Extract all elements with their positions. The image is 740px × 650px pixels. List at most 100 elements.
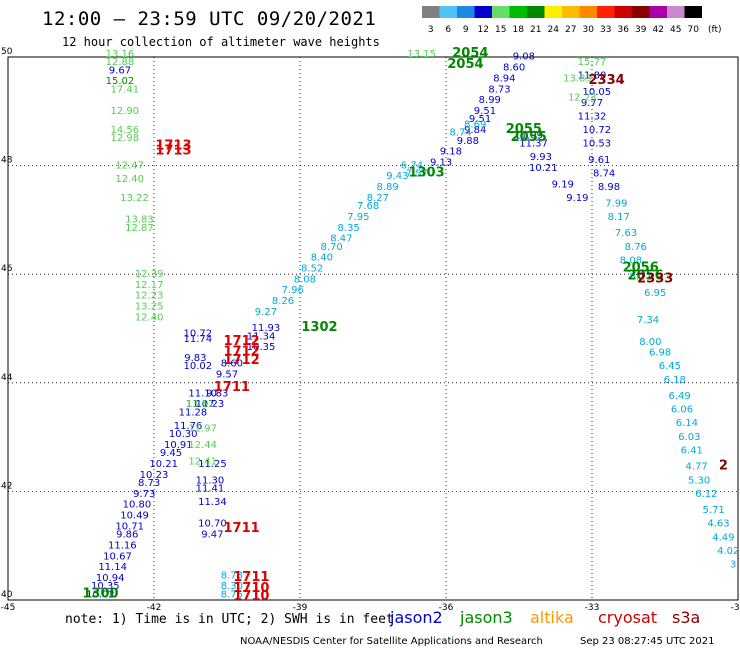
pass-id-label: 1713 [155, 138, 191, 153]
wave-height-label: 8.60 [221, 359, 243, 370]
wave-height-label: 8.47 [330, 234, 352, 245]
pass-id-label: 1300 [82, 586, 118, 601]
pass-id-label: 1712 [224, 353, 260, 368]
legend-s3a: s3a [672, 608, 701, 627]
colorbar-swatch [422, 6, 440, 18]
x-tick-label: -36 [439, 603, 454, 613]
series-jason2: 10.0210.3510.9411.1410.6711.169.8610.711… [86, 52, 620, 601]
wave-height-label: 9.45 [160, 448, 182, 459]
colorbar-label: 18 [513, 25, 525, 35]
y-tick-label: 42 [1, 481, 12, 491]
wave-height-label: 9.27 [255, 307, 277, 318]
wave-height-label: 11.37 [519, 139, 548, 150]
map-title: 12:00 – 23:59 UTC 09/20/2021 [42, 8, 377, 30]
wave-height-label: 3 [730, 559, 736, 570]
pass-id-label: 1713 [155, 144, 191, 159]
colorbar-label: 12 [478, 25, 489, 35]
colorbar-swatch [562, 6, 580, 18]
colorbar-label: 21 [530, 25, 541, 35]
wave-height-label: 10.21 [529, 163, 558, 174]
wave-height-label: 11.76 [174, 421, 203, 432]
colorbar-label: 6 [445, 25, 451, 35]
wave-height-label: 6.18 [664, 375, 686, 386]
map-frame [7, 56, 739, 601]
pass-id-label: 2333 [637, 271, 673, 286]
colorbar-swatch [439, 6, 457, 18]
series-s3a: 2334 2333 2 [589, 73, 728, 474]
wave-height-label: 6.74 [401, 160, 423, 171]
y-tick-label: 46 [1, 264, 13, 274]
wave-height-label: 12.87 [125, 223, 154, 234]
wave-height-label: 9.51 [474, 106, 496, 117]
legend-altika: altika [530, 608, 574, 627]
map-subtitle: 12 hour collection of altimeter wave hei… [62, 35, 380, 49]
wave-height-label: 12.17 [135, 280, 164, 291]
colorbar-label: 70 [688, 25, 700, 35]
wave-height-label: 14.56 [110, 125, 139, 136]
wave-height-label: 17.41 [110, 84, 139, 95]
wave-height-label: 10.67 [103, 551, 132, 562]
wave-height-label: 8.94 [493, 73, 515, 84]
colorbar-swatch [474, 6, 492, 18]
wave-height-label: 13.83 [563, 73, 592, 84]
wave-height-label: 11.07 [186, 399, 215, 410]
wave-height-label: 9.84 [464, 125, 486, 136]
wave-height-label: 7.63 [615, 228, 637, 239]
wave-height-label: 7.96 [282, 285, 304, 296]
pass-id-label: 2056 [627, 269, 663, 284]
wave-height-label: 10.53 [583, 139, 612, 150]
y-tick-label: 40 [1, 590, 13, 600]
wave-height-label: 10.71 [115, 521, 144, 532]
wave-height-label: 10.70 [198, 519, 227, 530]
wave-height-label: 8.52 [301, 263, 323, 274]
colorbar-label: 9 [463, 25, 469, 35]
colorbar-swatch [614, 6, 632, 18]
wave-height-label: 10.30 [169, 429, 198, 440]
wave-height-label: 11.28 [179, 407, 208, 418]
colorbar-label: 36 [618, 25, 630, 35]
wave-height-label: 9.18 [440, 147, 462, 158]
colorbar-swatch [544, 6, 562, 18]
wave-height-label: 8.00 [639, 337, 661, 348]
legend-jason3: jason3 [460, 608, 513, 627]
wave-height-label: 9.19 [552, 179, 574, 190]
wave-height-label: 10.05 [583, 87, 612, 98]
pass-id-label: 2054 [447, 57, 483, 72]
credit-line: NOAA/NESDIS Center for Satellite Applica… [240, 636, 543, 647]
wave-height-label: 4.49 [712, 532, 734, 543]
pass-id-label: 2056 [623, 260, 659, 275]
wave-height-label: 11.32 [578, 111, 607, 122]
wave-height-label: 7.68 [357, 201, 379, 212]
wave-height-label: 13.15 [407, 49, 436, 60]
wave-height-label: 13.25 [135, 301, 164, 312]
wave-height-label: 9.08 [513, 52, 535, 63]
wave-height-label: 5.30 [688, 475, 710, 486]
colorbar-label: 45 [670, 25, 681, 35]
wave-height-label: 7.95 [347, 212, 369, 223]
wave-height-label: 6.12 [695, 489, 717, 500]
wave-height-label: 10.72 [183, 329, 212, 340]
x-tick-label: -39 [293, 603, 308, 613]
wave-height-label: 7.99 [605, 198, 627, 209]
pass-id-label: 1711 [224, 521, 260, 536]
wave-height-label: 12.40 [115, 174, 144, 185]
color-scale-bar: 3 6 9 12 15 18 21 24 27 30 33 36 39 42 45 70 (ft) [422, 6, 722, 35]
wave-height-label: 12.41 [188, 456, 217, 467]
wave-height-label: 10.02 [183, 361, 212, 372]
wave-height-label: 8.73 [221, 570, 243, 581]
pass-id-label: 1712 [224, 334, 260, 349]
wave-height-label: 8.99 [479, 95, 501, 106]
colorbar-swatch [509, 6, 527, 18]
pass-id-label: 1711 [233, 570, 269, 585]
wave-height-label: 13.83 [125, 215, 154, 226]
wave-height-label: 10.49 [120, 511, 149, 522]
colorbar-label: 30 [583, 25, 595, 35]
wave-height-label: 13.22 [120, 193, 149, 204]
wave-height-label: 12.23 [568, 92, 597, 103]
wave-height-label: 9.61 [588, 155, 610, 166]
colorbar-label: (ft) [708, 25, 722, 35]
credit-timestamp: Sep 23 08:27:45 UTC 2021 [580, 636, 715, 647]
